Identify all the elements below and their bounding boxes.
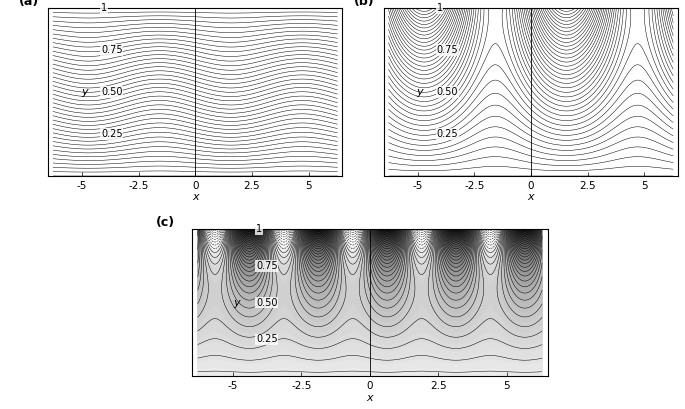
Text: 0.75: 0.75 (101, 45, 123, 55)
X-axis label: x: x (192, 192, 199, 202)
Text: 1: 1 (256, 224, 262, 234)
Text: (b): (b) (354, 0, 375, 8)
Text: 1: 1 (101, 3, 107, 13)
Text: 1: 1 (436, 3, 443, 13)
Text: y: y (81, 87, 88, 97)
Text: 0.25: 0.25 (436, 129, 458, 139)
X-axis label: x: x (366, 393, 373, 402)
X-axis label: x: x (527, 192, 534, 202)
Text: 0.50: 0.50 (436, 87, 458, 97)
Text: 0.75: 0.75 (256, 261, 277, 271)
Text: y: y (416, 87, 423, 97)
Text: 0.75: 0.75 (436, 45, 458, 55)
Text: 0.50: 0.50 (256, 298, 277, 308)
Text: y: y (234, 298, 240, 308)
Text: (a): (a) (18, 0, 39, 8)
Text: (c): (c) (156, 216, 175, 229)
Text: 0.25: 0.25 (256, 335, 277, 344)
Text: 0.25: 0.25 (101, 129, 123, 139)
Text: 0.50: 0.50 (101, 87, 123, 97)
